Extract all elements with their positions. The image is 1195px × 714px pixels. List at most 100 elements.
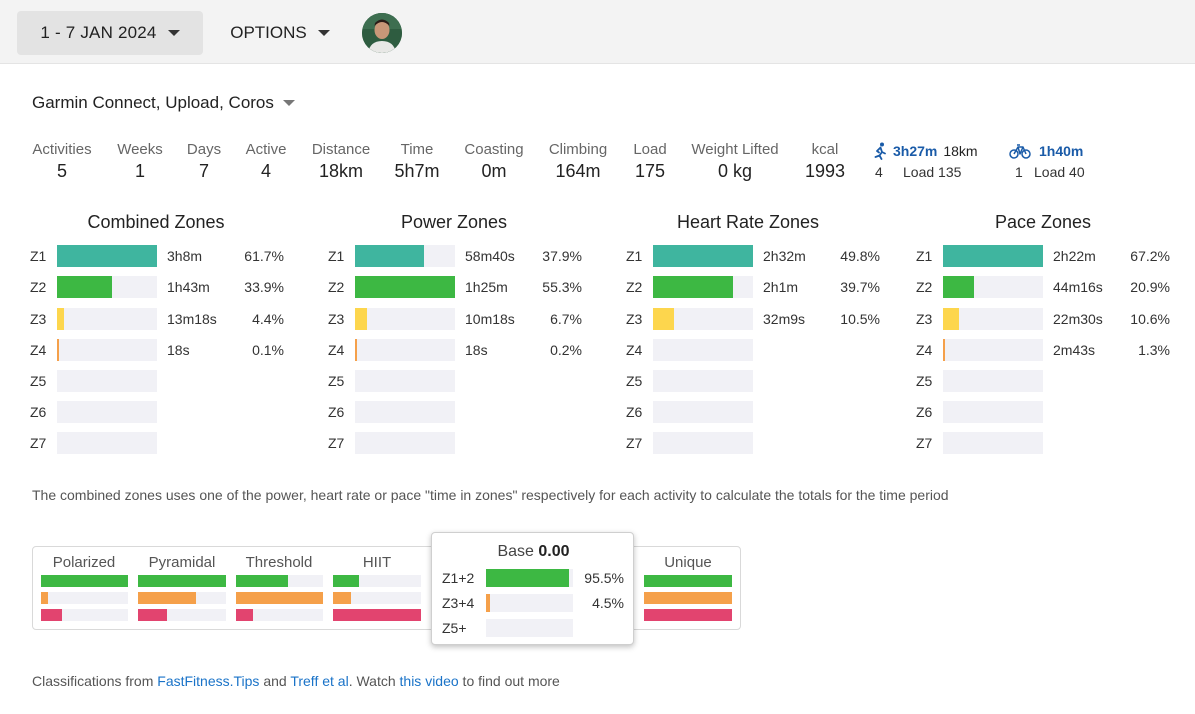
zone-time: 32m9s [763,311,806,327]
zone-bar-fill [943,276,975,298]
zone-label: Z2 [328,279,345,295]
stat-value: 5 [56,161,67,181]
zone-panel-title: Combined Zones [87,212,225,232]
stat-value: 7 [198,161,209,181]
classification-bar-fill [41,592,48,604]
zone-percent: 39.7% [840,279,880,295]
zone-label: Z2 [916,279,933,295]
stat-value: 5h7m [394,161,440,181]
zone-row: Z6 [916,401,1176,423]
options-button[interactable]: OPTIONS [220,11,340,55]
user-avatar-icon [362,13,402,53]
popup-bar-fill [486,594,490,612]
zone-bar [943,245,1043,267]
classification-bar-fill [236,575,289,587]
stat-label: Time [400,141,434,158]
zone-label: Z5 [916,373,933,389]
zone-bar [355,245,455,267]
classification-pyramidal[interactable]: Pyramidal [148,554,216,571]
classification-bar [644,592,732,604]
zone-time: 2h32m [763,248,806,264]
date-range-button[interactable]: 1 - 7 JAN 2024 [17,11,203,55]
footer-text: Classifications from FastFitness.Tips an… [32,673,560,689]
classification-hiit[interactable]: HIIT [362,554,392,571]
popup-row: Z1+2 95.5% [442,569,632,587]
zone-label: Z4 [328,342,345,358]
zone-bar [943,432,1043,454]
zone-panel-title: Heart Rate Zones [676,212,820,232]
stat-label: Days [186,141,222,158]
treff-link[interactable]: Treff et al [290,673,349,689]
zone-row: Z1 58m40s 37.9% [328,245,588,267]
classification-bar-fill [333,609,421,621]
zone-time: 18s [167,342,190,358]
ride-duration: 1h40m [1039,143,1084,159]
zone-label: Z2 [30,279,47,295]
stat-value: 1 [134,161,145,181]
zone-time: 3h8m [167,248,203,264]
zone-row: Z5 [328,370,588,392]
classification-bar [644,575,732,587]
zone-bar-fill [653,276,733,298]
zone-bar [57,370,157,392]
zone-time: 44m16s [1053,279,1103,295]
video-link[interactable]: this video [399,673,459,689]
run-count: 4 [875,164,883,180]
zone-percent: 49.8% [840,248,880,264]
popup-bar [486,619,573,637]
stat-weeks: Weeks 1 [85,141,195,182]
classification-bar [41,575,128,587]
zone-bar-fill [355,339,357,361]
classification-unique[interactable]: Unique [664,554,712,571]
zone-row: Z4 18s 0.2% [328,339,588,361]
zone-bar [57,339,157,361]
zone-label: Z1 [916,248,933,264]
zone-row: Z5 [30,370,290,392]
zone-bar [653,401,753,423]
footer-suffix: to find out more [458,673,560,689]
zone-row: Z7 [916,432,1176,454]
zone-time: 2m43s [1053,342,1096,358]
zone-bar [355,401,455,423]
avatar[interactable] [362,13,402,53]
zone-label: Z5 [328,373,345,389]
fastfitness-link[interactable]: FastFitness.Tips [157,673,260,689]
stat-climbing: Climbing 164m [523,141,633,182]
zone-label: Z1 [30,248,47,264]
zone-bar [355,308,455,330]
data-source-select[interactable]: Garmin Connect, Upload, Coros [32,93,295,113]
ride-count: 1 [1015,164,1023,180]
zone-percent: 6.7% [550,311,582,327]
zone-bar-fill [653,245,753,267]
zone-bar [57,276,157,298]
classification-bar [138,592,226,604]
classification-bar [236,592,323,604]
zone-time: 18s [465,342,488,358]
zone-label: Z7 [30,435,47,451]
zone-percent: 4.4% [252,311,284,327]
zone-label: Z5 [626,373,643,389]
popup-row-percent: 4.5% [592,595,624,611]
run-duration: 3h27m [893,143,938,159]
zone-row: Z6 [30,401,290,423]
zone-percent: 37.9% [542,248,582,264]
stat-value: 0m [481,161,507,181]
classification-threshold[interactable]: Threshold [245,554,313,571]
combined-zones-note: The combined zones uses one of the power… [32,487,949,503]
zone-bar-fill [57,339,59,361]
classification-bar [236,575,323,587]
classification-polarized[interactable]: Polarized [52,554,116,571]
zone-time: 22m30s [1053,311,1103,327]
zone-label: Z4 [916,342,933,358]
classification-bar [41,609,128,621]
zone-label: Z4 [30,342,47,358]
zone-row: Z4 2m43s 1.3% [916,339,1176,361]
zone-row: Z1 2h32m 49.8% [626,245,886,267]
stat-label: Activities [32,141,92,158]
classification-bar [333,609,421,621]
footer-prefix: Classifications from [32,673,158,689]
zone-bar [355,339,455,361]
zone-percent: 10.6% [1130,311,1170,327]
stat-label: Distance [311,141,371,158]
popup-bar [486,594,573,612]
